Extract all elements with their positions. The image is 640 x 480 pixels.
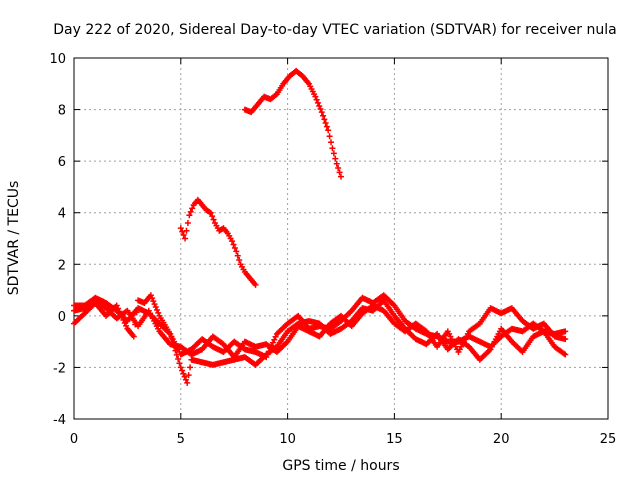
data-point bbox=[562, 336, 569, 343]
x-tick-label: 5 bbox=[177, 432, 185, 447]
data-point bbox=[177, 225, 184, 232]
data-point bbox=[231, 244, 238, 251]
data-point bbox=[230, 241, 237, 248]
data-point bbox=[182, 235, 189, 242]
grid-layer bbox=[74, 58, 608, 419]
y-tick-label: -2 bbox=[53, 361, 66, 376]
data-point bbox=[562, 351, 569, 358]
data-point bbox=[333, 160, 340, 167]
data-point bbox=[332, 155, 339, 162]
data-point bbox=[176, 360, 183, 367]
data-point bbox=[172, 347, 179, 354]
data-point bbox=[312, 93, 319, 100]
y-tick-label: 2 bbox=[58, 258, 66, 273]
data-point bbox=[313, 96, 320, 103]
data-point bbox=[326, 133, 333, 140]
chart-title: Day 222 of 2020, Sidereal Day-to-day VTE… bbox=[53, 22, 616, 38]
tick-layer bbox=[73, 57, 609, 420]
data-point bbox=[181, 373, 188, 380]
data-point bbox=[317, 106, 324, 113]
data-point bbox=[336, 169, 343, 176]
data-point bbox=[271, 336, 278, 343]
y-tick-label: -4 bbox=[53, 413, 66, 428]
data-point bbox=[328, 139, 335, 146]
data-point bbox=[189, 205, 196, 212]
data-point bbox=[152, 304, 159, 311]
data-point bbox=[179, 228, 186, 235]
data-point bbox=[151, 301, 158, 308]
data-point bbox=[173, 351, 180, 358]
data-point bbox=[149, 295, 156, 302]
data-point bbox=[130, 333, 137, 340]
data-point bbox=[321, 116, 328, 123]
data-point bbox=[330, 150, 337, 157]
data-point bbox=[329, 145, 336, 152]
y-axis-label: SDTVAR / TECUs bbox=[6, 181, 22, 296]
data-point bbox=[175, 356, 182, 363]
data-point bbox=[147, 292, 154, 299]
data-point bbox=[180, 232, 187, 239]
data-point bbox=[167, 330, 174, 337]
data-point bbox=[133, 309, 140, 316]
data-point bbox=[322, 119, 329, 126]
y-tick-label: 8 bbox=[58, 104, 66, 119]
data-point bbox=[187, 208, 194, 215]
data-point bbox=[184, 220, 191, 227]
data-point bbox=[316, 102, 323, 109]
x-axis-label: GPS time / hours bbox=[282, 458, 399, 474]
data-point bbox=[177, 364, 184, 371]
data-point bbox=[186, 212, 193, 219]
data-point bbox=[179, 367, 186, 374]
y-tick-label: 0 bbox=[58, 310, 66, 325]
x-tick-labels: 0 5 10 15 20 25 bbox=[70, 432, 616, 447]
y-tick-labels: -4 -2 0 2 4 6 8 10 bbox=[49, 52, 66, 428]
data-point bbox=[180, 370, 187, 377]
data-point bbox=[314, 99, 321, 106]
series-arc-mid bbox=[177, 196, 259, 288]
data-point bbox=[168, 335, 175, 342]
data-point bbox=[562, 328, 569, 335]
data-point bbox=[318, 109, 325, 116]
data-point bbox=[184, 379, 191, 386]
series-arc-high bbox=[241, 67, 344, 180]
data-point bbox=[335, 165, 342, 172]
y-tick-label: 10 bbox=[49, 52, 66, 67]
x-tick-label: 25 bbox=[600, 432, 617, 447]
data-point bbox=[320, 112, 327, 119]
data-point bbox=[207, 209, 214, 216]
data-point bbox=[252, 281, 259, 288]
data-point bbox=[150, 298, 157, 305]
y-tick-label: 4 bbox=[58, 207, 66, 222]
data-point bbox=[236, 256, 243, 263]
data-layer bbox=[71, 67, 569, 386]
data-point bbox=[182, 376, 189, 383]
data-point bbox=[234, 252, 241, 259]
data-point bbox=[187, 364, 194, 371]
y-tick-label: 6 bbox=[58, 155, 66, 170]
data-point bbox=[210, 216, 217, 223]
data-point bbox=[325, 127, 332, 134]
data-point bbox=[233, 248, 240, 255]
x-tick-label: 20 bbox=[493, 432, 510, 447]
series-low-c bbox=[71, 297, 569, 361]
data-point bbox=[338, 173, 344, 180]
data-point bbox=[153, 306, 160, 313]
data-point bbox=[155, 309, 162, 316]
data-point bbox=[185, 372, 192, 379]
x-tick-label: 10 bbox=[279, 432, 296, 447]
data-point bbox=[183, 227, 190, 234]
plot-frame bbox=[73, 57, 609, 420]
data-point bbox=[209, 213, 216, 220]
data-point bbox=[323, 123, 330, 130]
x-tick-label: 0 bbox=[70, 432, 78, 447]
data-point bbox=[229, 238, 236, 245]
x-tick-label: 15 bbox=[386, 432, 403, 447]
